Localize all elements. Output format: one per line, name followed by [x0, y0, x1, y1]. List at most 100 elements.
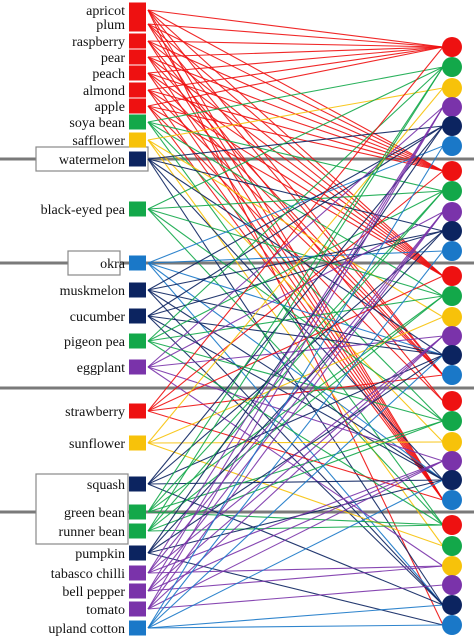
plant-node: cucumber [70, 308, 146, 325]
connection-line [147, 295, 444, 513]
connection-line [147, 190, 444, 532]
connection-line [147, 170, 444, 412]
connection-line [147, 158, 444, 232]
plant-node: safflower [72, 132, 146, 149]
target-circle [442, 365, 462, 385]
target-circle [442, 536, 462, 556]
target-circle [442, 266, 462, 286]
target-circle [442, 221, 462, 241]
connection-line [147, 211, 444, 610]
connection-line [147, 190, 444, 210]
plant-square [129, 255, 146, 271]
connection-line [147, 66, 444, 123]
connection-line [147, 40, 444, 277]
connection-line [147, 106, 444, 592]
connection-line [147, 315, 444, 356]
plant-node: pear [101, 49, 146, 66]
target-circle [442, 116, 462, 136]
plant-square [129, 16, 146, 32]
connection-line [147, 145, 444, 629]
target-circle [442, 37, 462, 57]
plant-square [129, 435, 146, 451]
target-circle [442, 451, 462, 471]
connection-line [147, 46, 444, 91]
connection-line [147, 121, 444, 297]
connection-line [147, 335, 444, 574]
plant-label: watermelon [59, 153, 125, 168]
connection-line [147, 340, 444, 422]
connection-line [147, 295, 444, 342]
connection-line [147, 66, 444, 513]
connection-line [147, 72, 444, 172]
connection-line [147, 211, 444, 592]
target-circle [442, 470, 462, 490]
target-circle [442, 181, 462, 201]
connection-line [147, 89, 444, 376]
plant-label: peach [92, 67, 125, 82]
plant-label: tomato [86, 603, 125, 618]
plant-node: muskmelon [60, 282, 146, 299]
connection-line [147, 262, 444, 606]
target-circle [442, 556, 462, 576]
plant-square [129, 545, 146, 561]
plant-label: apple [95, 100, 125, 115]
connection-line [147, 66, 444, 210]
target-circle [442, 575, 462, 595]
label-frame [67, 250, 121, 276]
plant-square [129, 601, 146, 617]
plant-square [129, 403, 146, 419]
plant-square [129, 308, 146, 324]
plant-square [129, 333, 146, 349]
connection-line [147, 105, 444, 402]
plant-square [129, 82, 146, 98]
plant-node: eggplant [77, 359, 146, 376]
plant-label: green bean [64, 506, 125, 521]
connection-line [147, 250, 444, 629]
plant-label: muskmelon [60, 284, 125, 299]
connection-line [147, 315, 444, 606]
plant-node: almond [83, 82, 146, 99]
connection-line [147, 46, 444, 74]
plant-node: raspberry [72, 33, 146, 50]
target-circle [442, 432, 462, 452]
connection-line [147, 511, 444, 526]
label-frame [35, 473, 129, 545]
connection-line [147, 66, 444, 532]
plant-node: strawberry [65, 403, 146, 420]
connection-line [147, 208, 444, 297]
connection-line [147, 262, 444, 481]
plant-square [129, 201, 146, 217]
plant-square [129, 49, 146, 65]
plant-label: upland cotton [48, 622, 125, 637]
plant-square [129, 2, 146, 18]
target-circle [442, 286, 462, 306]
plant-label: bell pepper [62, 585, 125, 600]
connection-line [147, 72, 444, 376]
connection-line [147, 46, 444, 107]
plant-node: sunflower [69, 435, 146, 452]
connection-line [147, 230, 444, 291]
plant-label: sunflower [69, 437, 125, 452]
plant-label: okra [100, 257, 126, 272]
plant-label: safflower [72, 134, 125, 149]
connection-line [147, 40, 444, 172]
plant-node: apricot [86, 2, 146, 19]
target-circle [442, 391, 462, 411]
connection-line [147, 158, 444, 606]
connection-line [147, 460, 444, 592]
plant-square [129, 282, 146, 298]
plant-node: apple [95, 98, 146, 115]
connection-line [147, 208, 444, 526]
plant-node: pigeon pea [64, 333, 146, 350]
connection-line [147, 66, 444, 342]
plant-square [129, 523, 146, 539]
plant-label: raspberry [72, 35, 125, 50]
connection-line [147, 72, 444, 277]
target-circle [442, 161, 462, 181]
plant-label: pumpkin [75, 547, 125, 562]
plant-label: plum [96, 18, 125, 33]
plant-label: strawberry [65, 405, 125, 420]
plant-node: bell pepper [62, 583, 146, 600]
connection-line [147, 442, 444, 547]
connection-line [147, 87, 444, 444]
